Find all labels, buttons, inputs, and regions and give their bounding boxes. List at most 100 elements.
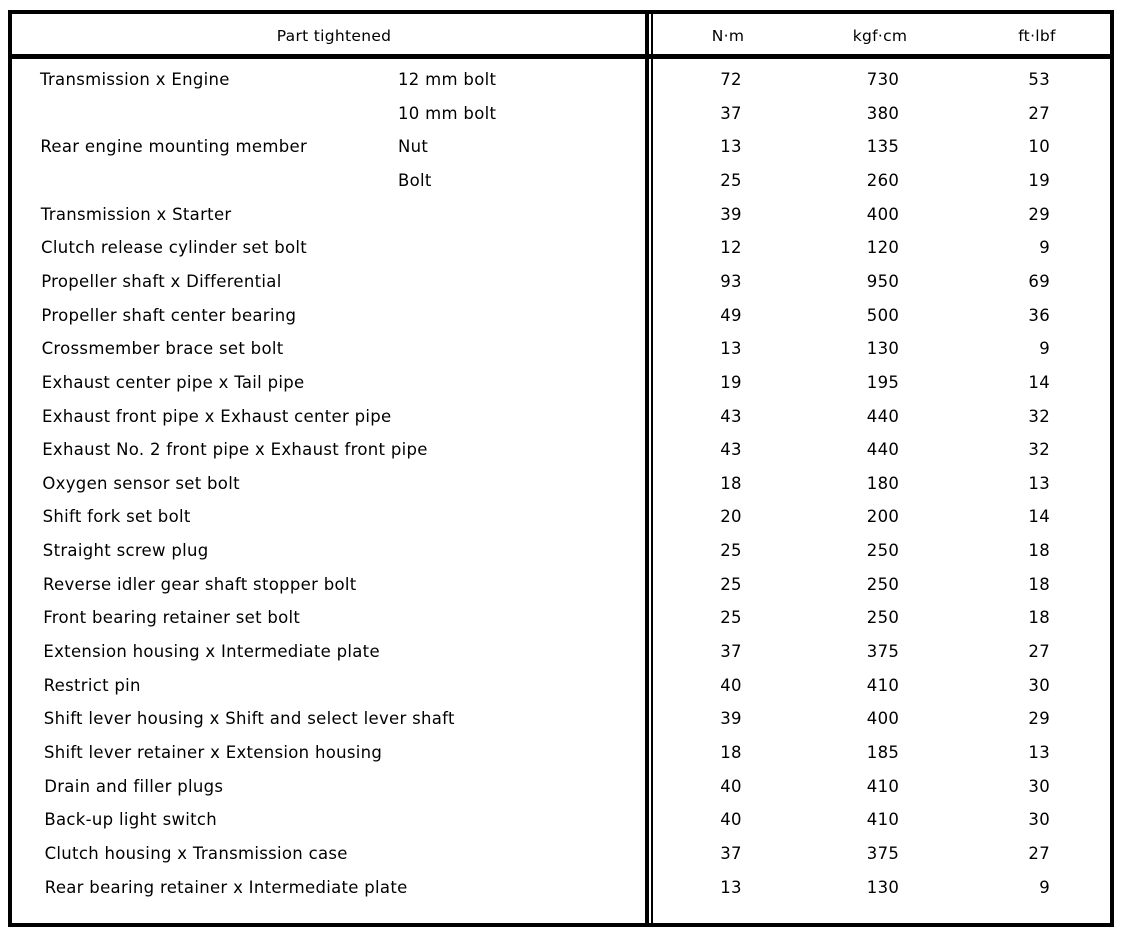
- torque-nm: 25: [720, 541, 742, 561]
- torque-kgfcm: 400: [866, 204, 900, 224]
- torque-nm: 39: [720, 204, 742, 224]
- part-name: Straight screw plug: [42, 541, 209, 561]
- torque-ftlbf: 32: [1028, 440, 1050, 460]
- torque-kgfcm: 130: [866, 877, 900, 897]
- torque-nm: 39: [720, 709, 742, 729]
- part-name: Propeller shaft x Differential: [41, 271, 282, 291]
- part-name: Extension housing x Intermediate plate: [43, 642, 380, 662]
- torque-ftlbf: 9: [1039, 339, 1050, 359]
- column-rule: [645, 14, 649, 923]
- part-name: Back-up light switch: [44, 810, 218, 830]
- part-name: Front bearing retainer set bolt: [43, 608, 301, 628]
- torque-ftlbf: 69: [1028, 271, 1050, 291]
- part-name: Exhaust front pipe x Exhaust center pipe: [42, 406, 392, 426]
- part-detail: 12 mm bolt: [398, 70, 497, 89]
- torque-kgfcm: 200: [866, 507, 900, 527]
- torque-kgfcm: 250: [866, 574, 900, 594]
- header-cell: ft·lbf: [1018, 27, 1056, 45]
- torque-kgfcm: 500: [866, 305, 900, 325]
- header-cell: kgf·cm: [852, 27, 908, 45]
- torque-kgfcm: 260: [866, 170, 900, 190]
- torque-ftlbf: 30: [1028, 810, 1050, 830]
- table: Part tightened N·m kgf·cm ft·lbf Transmi…: [8, 10, 1114, 927]
- part-detail: Bolt: [398, 170, 432, 190]
- torque-kgfcm: 250: [866, 608, 900, 628]
- header-cell: N·m: [711, 27, 745, 45]
- part-detail: Nut: [398, 137, 429, 157]
- torque-nm: 19: [720, 372, 742, 392]
- torque-kgfcm: 410: [866, 675, 900, 695]
- part-name: Shift lever retainer x Extension housing: [44, 743, 383, 762]
- part-name: Drain and filler plugs: [44, 776, 224, 796]
- torque-ftlbf: 53: [1028, 70, 1050, 89]
- torque-kgfcm: 375: [866, 642, 900, 662]
- torque-kgfcm: 950: [866, 271, 900, 291]
- torque-ftlbf: 36: [1028, 305, 1050, 325]
- torque-nm: 40: [720, 675, 742, 695]
- torque-nm: 25: [720, 608, 742, 628]
- torque-ftlbf: 30: [1028, 776, 1050, 796]
- torque-nm: 37: [720, 642, 742, 662]
- part-name: Propeller shaft center bearing: [41, 305, 297, 325]
- part-name: Clutch housing x Transmission case: [44, 843, 348, 863]
- torque-nm: 93: [720, 271, 742, 291]
- header-rule: [12, 54, 1110, 59]
- torque-ftlbf: 10: [1028, 137, 1050, 157]
- torque-nm: 37: [720, 103, 742, 123]
- torque-nm: 18: [720, 473, 742, 493]
- torque-nm: 13: [720, 339, 742, 359]
- torque-nm: 72: [720, 70, 742, 89]
- torque-nm: 13: [720, 137, 742, 157]
- torque-nm: 43: [720, 440, 742, 460]
- torque-kgfcm: 195: [866, 372, 900, 392]
- torque-nm: 13: [720, 877, 742, 897]
- part-detail: 10 mm bolt: [398, 103, 497, 123]
- torque-nm: 25: [720, 170, 742, 190]
- part-name: Rear bearing retainer x Intermediate pla…: [44, 877, 408, 897]
- torque-ftlbf: 13: [1028, 473, 1050, 493]
- torque-kgfcm: 730: [866, 70, 900, 89]
- part-name: Shift lever housing x Shift and select l…: [43, 709, 455, 729]
- part-name: Crossmember brace set bolt: [41, 339, 284, 359]
- torque-kgfcm: 130: [866, 339, 900, 359]
- torque-ftlbf: 29: [1028, 709, 1050, 729]
- torque-ftlbf: 9: [1039, 238, 1050, 258]
- torque-nm: 43: [720, 406, 742, 426]
- part-name: Restrict pin: [43, 675, 141, 695]
- part-name: Reverse idler gear shaft stopper bolt: [43, 574, 357, 594]
- torque-ftlbf: 13: [1028, 743, 1050, 762]
- part-name: Oxygen sensor set bolt: [42, 473, 240, 493]
- torque-nm: 37: [720, 843, 742, 863]
- torque-kgfcm: 120: [866, 238, 900, 258]
- torque-ftlbf: 9: [1039, 877, 1050, 897]
- torque-ftlbf: 18: [1028, 608, 1050, 628]
- torque-nm: 40: [720, 776, 742, 796]
- torque-kgfcm: 410: [866, 776, 900, 796]
- column-rule: [651, 14, 653, 923]
- torque-kgfcm: 250: [866, 541, 900, 561]
- part-name: Exhaust center pipe x Tail pipe: [41, 372, 305, 392]
- torque-ftlbf: 30: [1028, 675, 1050, 695]
- torque-ftlbf: 32: [1028, 406, 1050, 426]
- part-name: Shift fork set bolt: [42, 507, 191, 527]
- header-cell: Part tightened: [276, 27, 392, 45]
- torque-kgfcm: 185: [866, 743, 900, 762]
- torque-kgfcm: 375: [866, 843, 900, 863]
- torque-nm: 40: [720, 810, 742, 830]
- torque-ftlbf: 18: [1028, 541, 1050, 561]
- torque-ftlbf: 29: [1028, 204, 1050, 224]
- torque-kgfcm: 440: [866, 406, 900, 426]
- torque-nm: 25: [720, 574, 742, 594]
- torque-nm: 20: [720, 507, 742, 527]
- torque-kgfcm: 135: [866, 137, 900, 157]
- torque-ftlbf: 14: [1028, 507, 1050, 527]
- torque-ftlbf: 27: [1028, 642, 1050, 662]
- torque-kgfcm: 410: [866, 810, 900, 830]
- torque-ftlbf: 14: [1028, 372, 1050, 392]
- torque-ftlbf: 18: [1028, 574, 1050, 594]
- torque-kgfcm: 400: [866, 709, 900, 729]
- torque-ftlbf: 27: [1028, 843, 1050, 863]
- torque-ftlbf: 27: [1028, 103, 1050, 123]
- part-name: Rear engine mounting member: [40, 137, 308, 157]
